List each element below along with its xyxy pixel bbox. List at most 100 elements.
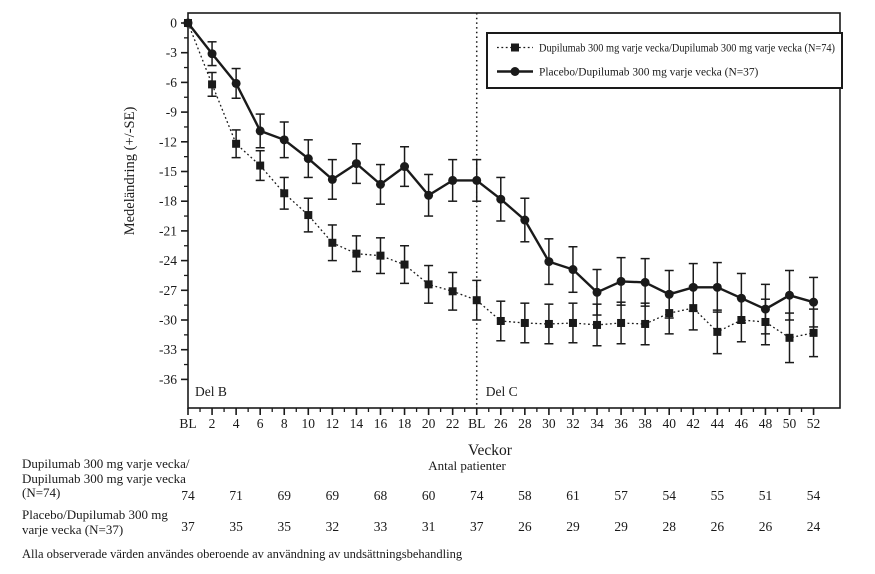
- y-tick-label: -24: [159, 253, 177, 268]
- patient-count: 28: [662, 519, 676, 534]
- x-tick-label: 10: [302, 416, 316, 431]
- x-tick-label: 4: [233, 416, 240, 431]
- footnote: Alla observerade värden användes oberoen…: [22, 547, 463, 561]
- patient-count: 54: [807, 488, 821, 503]
- square-marker: [689, 304, 698, 313]
- circle-marker: [231, 78, 241, 88]
- square-marker: [448, 287, 457, 296]
- patient-count: 29: [566, 519, 580, 534]
- x-tick-label: 18: [398, 416, 412, 431]
- circle-marker: [496, 194, 506, 204]
- x-tick-label: 20: [422, 416, 436, 431]
- legend-circle-marker: [510, 67, 520, 76]
- patient-count-row: 37 35 35 32 33 31 37 26 29 29 28 26 26 24: [181, 519, 820, 534]
- x-tick-label: 42: [687, 416, 701, 431]
- square-marker: [232, 139, 241, 148]
- y-tick-label: -15: [159, 164, 177, 179]
- patient-count: 31: [422, 519, 436, 534]
- patient-count: 33: [374, 519, 388, 534]
- circle-marker: [640, 277, 650, 287]
- circle-marker: [520, 215, 530, 225]
- y-tick-label: -21: [159, 223, 177, 238]
- table-row-label-line: (N=74): [22, 485, 61, 501]
- series-dupilumab-dupilumab: [184, 19, 819, 364]
- patient-count: 26: [711, 519, 725, 534]
- plot-frame: [187, 12, 841, 409]
- y-tick-label: -12: [159, 134, 177, 149]
- circle-marker: [448, 175, 458, 185]
- square-marker: [713, 327, 722, 336]
- patients-table-header: Antal patienter: [428, 458, 506, 473]
- patient-count: 58: [518, 488, 532, 503]
- y-tick-label: -3: [166, 45, 177, 60]
- part-b-label: Del B: [195, 384, 227, 399]
- square-marker: [593, 320, 602, 329]
- patient-count: 55: [711, 488, 725, 503]
- x-tick-label: 48: [759, 416, 773, 431]
- square-marker: [568, 318, 577, 327]
- patient-count: 35: [277, 519, 291, 534]
- circle-marker: [303, 154, 313, 164]
- x-tick-label: BL: [468, 416, 485, 431]
- circle-marker: [375, 179, 385, 189]
- x-tick-label: 50: [783, 416, 797, 431]
- patient-count: 24: [807, 519, 821, 534]
- table-row-label-line: Placebo/Dupilumab 300 mg: [22, 507, 168, 522]
- circle-marker: [809, 297, 819, 307]
- square-marker: [352, 249, 361, 258]
- patient-count: 68: [374, 488, 388, 503]
- square-marker: [424, 280, 433, 289]
- patient-count: 57: [614, 488, 628, 503]
- square-marker: [280, 189, 289, 198]
- y-axis-title: Medeländring (+/-SE): [122, 106, 138, 236]
- y-axis: 0 -3 -6 -9 -12 -15 -18 -21 -24 -27 -30 -33 -36: [159, 16, 188, 387]
- legend-box: [486, 32, 843, 89]
- x-axis-title: Veckor: [468, 442, 513, 459]
- square-marker: [256, 161, 265, 170]
- legend-label-placebo: Placebo/Dupilumab 300 mg varje vecka (N=…: [539, 67, 759, 79]
- table-row-label-dupilumab: Dupilumab 300 mg varje vecka/ Dupilumab …: [22, 456, 190, 501]
- patient-count: 26: [759, 519, 773, 534]
- patient-count: 60: [422, 488, 436, 503]
- patient-count: 61: [566, 488, 580, 503]
- circle-marker: [472, 175, 482, 185]
- square-marker: [785, 333, 794, 342]
- patient-count: 37: [470, 519, 484, 534]
- square-marker: [809, 328, 818, 337]
- x-tick-label: 30: [542, 416, 556, 431]
- part-c-label: Del C: [486, 384, 518, 399]
- square-marker: [641, 319, 650, 328]
- square-marker: [617, 318, 626, 327]
- circle-marker: [327, 174, 337, 184]
- circle-marker: [400, 162, 410, 172]
- patient-count: 26: [518, 519, 532, 534]
- y-tick-label: -18: [159, 194, 177, 209]
- patient-count: 32: [326, 519, 340, 534]
- patient-count: 74: [470, 488, 484, 503]
- circle-marker: [424, 190, 434, 200]
- circle-marker: [351, 159, 361, 169]
- legend: Dupilumab 300 mg varje vecka/Dupilumab 3…: [486, 32, 843, 89]
- x-tick-label: 6: [257, 416, 264, 431]
- table-row-label-line: varje vecka (N=37): [22, 521, 124, 537]
- table-row-label-line: Dupilumab 300 mg varje vecka: [22, 470, 186, 486]
- square-marker: [376, 251, 385, 260]
- circle-marker: [785, 290, 794, 300]
- x-tick-label: 40: [662, 416, 676, 431]
- circle-marker: [592, 287, 602, 297]
- x-tick-label: 14: [350, 416, 364, 431]
- x-tick-label: 52: [807, 416, 821, 431]
- square-marker: [184, 19, 192, 27]
- y-tick-label: -36: [159, 372, 177, 387]
- y-tick-label: -9: [166, 105, 177, 120]
- x-tick-label: 26: [494, 416, 508, 431]
- y-tick-label: -6: [166, 75, 177, 90]
- legend-square-marker: [511, 43, 519, 52]
- square-marker: [496, 316, 505, 325]
- square-marker: [520, 318, 529, 327]
- patient-count: 35: [229, 519, 243, 534]
- table-row-label-line: Dupilumab 300 mg varje vecka/: [22, 456, 190, 471]
- x-tick-label: 28: [518, 416, 532, 431]
- square-marker: [737, 316, 746, 324]
